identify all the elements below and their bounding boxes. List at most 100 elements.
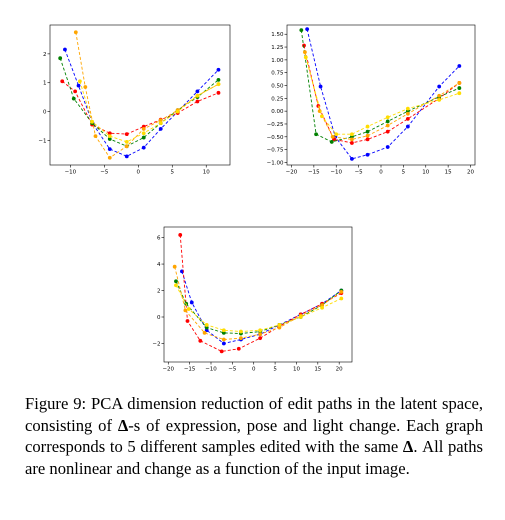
data-point — [350, 137, 354, 142]
data-point — [71, 96, 76, 101]
data-point — [198, 338, 203, 343]
y-tick-label: 2 — [43, 52, 47, 58]
plot-frame — [163, 226, 353, 363]
data-point — [457, 91, 462, 96]
data-point — [195, 99, 200, 104]
data-point — [124, 140, 129, 144]
series-line — [59, 58, 219, 147]
series-line — [64, 49, 219, 157]
data-point — [174, 283, 178, 288]
data-point — [385, 129, 390, 134]
data-point — [107, 131, 112, 136]
x-tick-label: −5 — [355, 170, 364, 176]
x-tick-label: −5 — [228, 367, 237, 373]
data-point — [141, 145, 146, 150]
y-tick-label: −0.25 — [267, 122, 284, 128]
y-tick-label: 6 — [157, 236, 161, 242]
data-point — [73, 89, 78, 94]
data-point — [189, 300, 194, 305]
data-point — [299, 28, 304, 33]
y-tick-label: −1.00 — [267, 160, 284, 166]
data-point — [216, 90, 221, 95]
series-line — [304, 52, 460, 140]
data-point — [202, 330, 207, 335]
data-point — [107, 137, 112, 141]
series-line — [175, 281, 342, 334]
data-point — [174, 279, 178, 284]
data-point — [303, 55, 308, 60]
data-point — [63, 47, 67, 52]
data-point — [350, 156, 354, 161]
data-point — [239, 336, 243, 341]
series-line — [175, 284, 342, 333]
x-tick-label: 0 — [137, 170, 141, 176]
y-tick-label: 0.75 — [271, 71, 284, 77]
data-point — [216, 77, 221, 82]
series-line — [61, 80, 219, 135]
data-point — [221, 328, 226, 333]
data-point — [330, 134, 335, 139]
data-point — [385, 123, 390, 128]
data-point — [277, 323, 282, 327]
caption-text-2: -s of expression, pose and light change.… — [25, 415, 483, 457]
data-point — [339, 289, 344, 294]
data-point — [107, 147, 112, 152]
x-tick-label: 10 — [203, 170, 210, 176]
data-point — [60, 79, 65, 84]
x-tick-label: −20 — [162, 367, 174, 373]
data-point — [141, 135, 146, 140]
y-tick-label: 0 — [43, 110, 47, 116]
y-tick-label: 1.00 — [271, 58, 284, 64]
x-tick-label: −15 — [184, 367, 196, 373]
data-point — [385, 145, 390, 149]
x-tick-label: −10 — [330, 170, 342, 176]
y-tick-label: 0 — [157, 315, 161, 321]
x-tick-label: 0 — [379, 170, 383, 176]
data-point — [302, 43, 306, 48]
y-tick-label: 1.25 — [271, 45, 284, 51]
data-point — [83, 85, 88, 89]
chart-top-right: −20 −15 −10 −5 0 5 10 15 20 −1.00 −0.75 −0.50 −0.25 0… — [267, 24, 476, 176]
data-point — [77, 79, 82, 84]
data-point — [258, 332, 263, 337]
data-point — [320, 303, 324, 307]
data-point — [365, 129, 370, 134]
data-point — [107, 155, 112, 160]
data-point — [183, 308, 188, 313]
x-tick-label: 20 — [467, 170, 474, 176]
delta-symbol: Δ — [402, 437, 414, 456]
series-line — [75, 32, 219, 159]
data-point — [437, 84, 442, 89]
data-point — [457, 86, 462, 90]
series-line — [306, 28, 460, 160]
data-point — [90, 119, 95, 124]
data-point — [385, 115, 390, 120]
y-tick-label: −2 — [152, 341, 160, 347]
x-tick-label: 20 — [336, 367, 343, 373]
data-point — [318, 84, 323, 89]
y-tick-label: 0.50 — [271, 84, 284, 90]
data-point — [365, 137, 370, 142]
x-tick-label: 5 — [171, 170, 175, 176]
data-point — [107, 134, 112, 139]
y-tick-label: 1 — [43, 81, 47, 87]
data-point — [303, 50, 307, 55]
y-tick-label: 1.50 — [271, 32, 284, 38]
x-tick-label: −10 — [205, 367, 217, 373]
data-point — [320, 114, 324, 119]
y-tick-label: 2 — [157, 289, 161, 295]
data-point — [158, 127, 163, 131]
data-point — [124, 132, 129, 137]
figure-caption: Figure 9: PCA dimension reduction of edi… — [25, 393, 483, 479]
data-point — [221, 337, 226, 342]
data-point — [236, 346, 241, 351]
y-tick-label: 0.00 — [271, 109, 284, 115]
data-point — [437, 93, 442, 98]
data-point — [141, 131, 146, 136]
data-point — [195, 89, 200, 94]
y-tick-label: −1 — [38, 138, 46, 144]
figure-label: Figure 9: — [25, 394, 87, 413]
data-point — [124, 144, 129, 149]
data-point — [204, 328, 209, 333]
